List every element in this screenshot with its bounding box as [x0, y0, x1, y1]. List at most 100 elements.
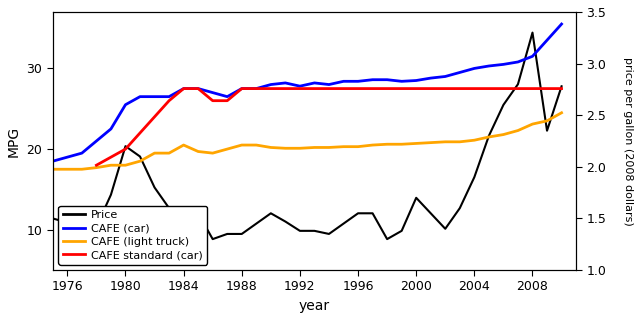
CAFE standard (car): [442, 87, 449, 91]
CAFE (light truck): [195, 149, 202, 153]
CAFE standard (car): [223, 99, 231, 103]
CAFE standard (car): [470, 87, 478, 91]
Line: CAFE (light truck): CAFE (light truck): [52, 113, 561, 169]
CAFE standard (car): [398, 87, 406, 91]
CAFE (car): [470, 67, 478, 70]
CAFE (light truck): [398, 142, 406, 146]
CAFE (light truck): [557, 111, 565, 115]
CAFE (car): [310, 81, 318, 85]
Price: [383, 237, 391, 241]
CAFE (light truck): [543, 119, 551, 123]
CAFE (car): [325, 83, 333, 86]
CAFE (car): [514, 60, 522, 64]
Price: [122, 144, 129, 148]
Price: [514, 82, 522, 86]
CAFE (car): [412, 79, 420, 83]
Price: [485, 134, 493, 138]
CAFE (car): [136, 95, 144, 99]
CAFE standard (car): [209, 99, 216, 103]
Price: [78, 219, 86, 222]
Price: [180, 212, 188, 215]
CAFE standard (car): [529, 87, 536, 91]
Price: [209, 237, 216, 241]
CAFE standard (car): [267, 87, 275, 91]
CAFE (car): [427, 76, 435, 80]
CAFE (car): [485, 64, 493, 68]
CAFE (car): [296, 84, 304, 88]
Price: [470, 175, 478, 179]
CAFE (car): [78, 151, 86, 155]
Price: [296, 229, 304, 233]
CAFE (light truck): [93, 166, 100, 170]
Price: [543, 129, 551, 132]
Price: [238, 232, 246, 236]
Price: [136, 155, 144, 158]
CAFE (car): [354, 79, 362, 83]
CAFE (light truck): [122, 163, 129, 167]
CAFE (car): [383, 78, 391, 82]
CAFE (light truck): [180, 143, 188, 147]
CAFE (car): [252, 87, 260, 91]
CAFE (light truck): [340, 145, 348, 148]
CAFE (car): [122, 103, 129, 107]
Price: [325, 232, 333, 236]
CAFE (car): [63, 155, 71, 159]
CAFE (light truck): [310, 146, 318, 149]
CAFE (light truck): [354, 145, 362, 148]
CAFE (car): [165, 95, 173, 99]
CAFE (car): [150, 95, 158, 99]
Price: [354, 212, 362, 215]
CAFE standard (car): [485, 87, 493, 91]
CAFE (light truck): [150, 151, 158, 155]
CAFE (light truck): [412, 141, 420, 145]
Price: [150, 186, 158, 189]
CAFE standard (car): [383, 87, 391, 91]
CAFE (light truck): [485, 135, 493, 139]
CAFE (car): [267, 83, 275, 86]
CAFE (light truck): [267, 146, 275, 149]
CAFE (car): [282, 81, 289, 85]
CAFE (car): [369, 78, 376, 82]
CAFE (car): [209, 91, 216, 94]
CAFE (car): [543, 38, 551, 42]
Price: [223, 232, 231, 236]
CAFE (light truck): [252, 143, 260, 147]
CAFE (light truck): [296, 146, 304, 150]
CAFE standard (car): [282, 87, 289, 91]
Price: [369, 212, 376, 215]
CAFE (car): [442, 75, 449, 78]
Price: [456, 206, 463, 210]
CAFE (light truck): [107, 163, 115, 167]
CAFE standard (car): [514, 87, 522, 91]
CAFE (car): [93, 139, 100, 143]
CAFE (light truck): [282, 146, 289, 150]
Price: [557, 84, 565, 88]
CAFE standard (car): [136, 131, 144, 135]
CAFE standard (car): [427, 87, 435, 91]
CAFE (car): [500, 62, 508, 66]
CAFE (car): [398, 79, 406, 83]
CAFE standard (car): [340, 87, 348, 91]
CAFE standard (car): [412, 87, 420, 91]
CAFE (car): [195, 87, 202, 91]
Price: [107, 193, 115, 196]
CAFE (light truck): [529, 122, 536, 126]
CAFE standard (car): [369, 87, 376, 91]
CAFE (light truck): [209, 151, 216, 155]
Line: CAFE standard (car): CAFE standard (car): [97, 89, 561, 165]
CAFE (light truck): [223, 147, 231, 151]
CAFE standard (car): [180, 87, 188, 91]
CAFE standard (car): [557, 87, 565, 91]
CAFE (light truck): [49, 167, 56, 171]
CAFE standard (car): [456, 87, 463, 91]
Legend: Price, CAFE (car), CAFE (light truck), CAFE standard (car): Price, CAFE (car), CAFE (light truck), C…: [58, 206, 207, 265]
Price: [93, 225, 100, 228]
CAFE (light truck): [238, 143, 246, 147]
Price: [49, 217, 56, 220]
CAFE (light truck): [500, 133, 508, 137]
CAFE (light truck): [456, 140, 463, 144]
CAFE (light truck): [325, 146, 333, 149]
CAFE (light truck): [63, 167, 71, 171]
CAFE (car): [223, 95, 231, 99]
Y-axis label: price per gallon (2008 dollars): price per gallon (2008 dollars): [623, 57, 633, 225]
